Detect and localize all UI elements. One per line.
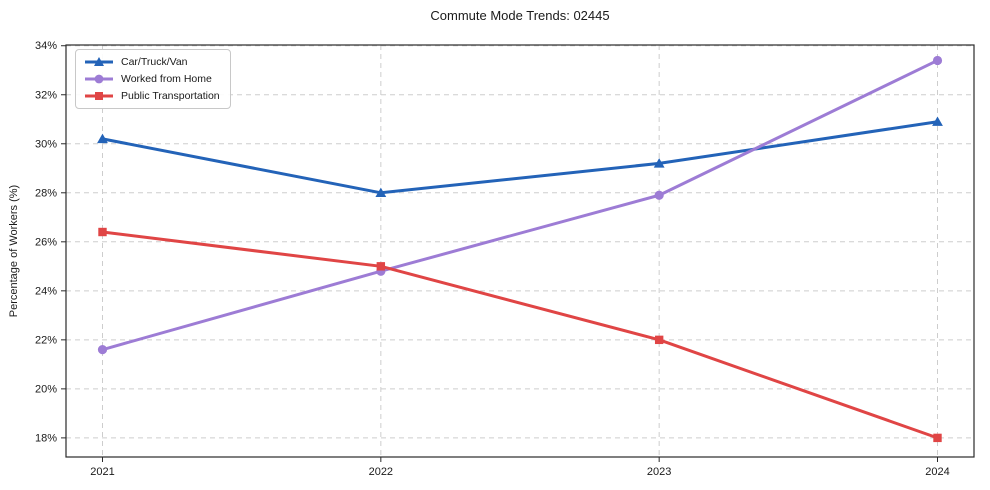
data-point-marker xyxy=(654,335,664,345)
chart-title: Commute Mode Trends: 02445 xyxy=(430,8,610,23)
y-tick-label: 20% xyxy=(35,383,57,395)
y-tick-label: 18% xyxy=(35,432,57,444)
legend: Car/Truck/Van Worked from Home Public Tran… xyxy=(75,49,231,109)
data-point-marker xyxy=(376,262,386,271)
y-tick-label: 32% xyxy=(35,89,57,101)
axes-box xyxy=(65,44,975,458)
data-point-marker xyxy=(932,55,943,66)
series-line-car-truck-van xyxy=(101,120,939,195)
x-tick-label: 2024 xyxy=(925,466,949,478)
data-point-marker xyxy=(932,116,943,126)
x-tick-label: 2021 xyxy=(90,466,114,478)
legend-item: Car/Truck/Van xyxy=(84,55,220,69)
legend-item: Public Transportation xyxy=(84,89,220,103)
series-line-public-transportation xyxy=(101,230,939,440)
y-tick-label: 28% xyxy=(35,187,57,199)
y-tick-label: 30% xyxy=(35,138,57,150)
data-point-marker xyxy=(653,158,665,168)
data-point-marker xyxy=(933,433,942,443)
legend-label: Car/Truck/Van xyxy=(121,56,188,68)
data-point-marker xyxy=(375,187,387,197)
legend-item: Worked from Home xyxy=(84,72,220,86)
y-tick-label: 34% xyxy=(35,40,57,52)
legend-label: Public Transportation xyxy=(121,90,220,102)
y-tick-label: 22% xyxy=(35,334,57,346)
data-point-marker xyxy=(654,190,664,200)
y-tick-label: 26% xyxy=(35,236,57,248)
series-line-worked-from-home xyxy=(101,58,939,352)
legend-label: Worked from Home xyxy=(121,73,212,85)
triangle-marker-swatch-icon xyxy=(85,57,113,66)
data-point-marker xyxy=(97,133,108,144)
data-point-marker xyxy=(97,345,108,355)
circle-marker-swatch-icon xyxy=(85,74,113,84)
x-tick-label: 2023 xyxy=(647,466,671,478)
data-point-marker xyxy=(98,227,107,237)
y-tick-label: 24% xyxy=(35,285,57,297)
x-tick-label: 2022 xyxy=(369,466,393,478)
square-marker-swatch-icon xyxy=(85,92,113,100)
